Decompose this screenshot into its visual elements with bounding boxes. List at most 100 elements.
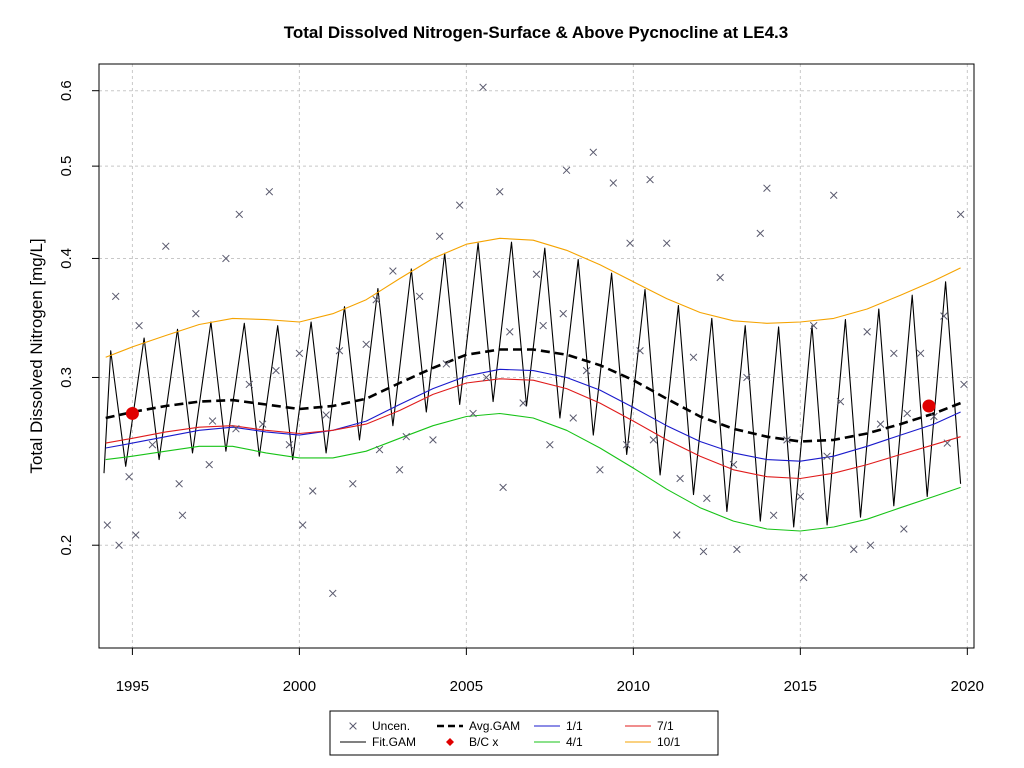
uncen-point bbox=[729, 460, 738, 469]
uncen-point bbox=[111, 292, 120, 301]
gridlines bbox=[99, 64, 974, 648]
legend-entry-fit: Fit.GAM bbox=[340, 735, 416, 749]
uncen-point bbox=[609, 179, 618, 187]
bc-point bbox=[125, 406, 139, 420]
uncen-point bbox=[646, 175, 654, 184]
x-tick-label: 2020 bbox=[951, 678, 984, 695]
uncen-point bbox=[829, 191, 838, 200]
legend-symbol bbox=[349, 722, 357, 730]
uncen-point bbox=[943, 439, 952, 447]
legend-label: 1/1 bbox=[566, 719, 583, 733]
uncen-point bbox=[699, 547, 708, 556]
bc-point bbox=[922, 399, 936, 413]
legend-symbol bbox=[446, 738, 454, 746]
uncen-point bbox=[402, 432, 411, 441]
uncen-point bbox=[192, 309, 200, 318]
uncen-point bbox=[375, 445, 384, 454]
x-tick-label: 2015 bbox=[784, 678, 817, 695]
uncen-point bbox=[703, 494, 711, 503]
uncen-point bbox=[258, 420, 267, 428]
uncen-point bbox=[435, 232, 444, 241]
uncen-point bbox=[539, 321, 547, 330]
legend-entry-avg: Avg.GAM bbox=[437, 719, 520, 733]
uncen-point bbox=[930, 412, 938, 421]
plot-frame bbox=[98, 63, 975, 649]
uncen-point bbox=[582, 366, 591, 375]
uncen-point bbox=[208, 417, 217, 425]
uncen-point bbox=[546, 440, 554, 449]
uncen-point bbox=[178, 511, 187, 520]
y-axis: 0.2 0.3 0.4 0.5 0.6 bbox=[58, 80, 99, 556]
uncen-point bbox=[455, 201, 464, 209]
uncen-point bbox=[372, 295, 380, 304]
uncen-point bbox=[442, 360, 451, 368]
uncen-point bbox=[506, 328, 514, 336]
uncen-point bbox=[756, 229, 765, 238]
y-tick-label: 0.6 bbox=[58, 80, 75, 101]
uncen-point bbox=[496, 187, 504, 196]
chart-title: Total Dissolved Nitrogen-Surface & Above… bbox=[284, 23, 788, 42]
uncen-point bbox=[636, 347, 644, 355]
uncen-point bbox=[836, 397, 845, 406]
uncen-point bbox=[235, 210, 244, 219]
x-tick-label: 1995 bbox=[116, 678, 149, 695]
uncen-point bbox=[716, 273, 724, 282]
uncen-point bbox=[298, 521, 307, 529]
uncen-point bbox=[559, 309, 567, 318]
legend-label: B/C x bbox=[469, 735, 498, 749]
legend-entry-p10: 10/1 bbox=[625, 735, 681, 749]
legend: Uncen. Avg.GAM 1/1 7/1 Fit.GAM B/C x 4/1 10/1 bbox=[329, 710, 719, 756]
uncen-point bbox=[769, 511, 778, 520]
uncen-point bbox=[676, 474, 684, 483]
uncen-point bbox=[349, 480, 357, 488]
uncen-point bbox=[763, 184, 771, 192]
uncen-point bbox=[329, 589, 337, 598]
uncen-point bbox=[866, 541, 875, 549]
series-line-p1 bbox=[105, 368, 961, 462]
legend-box bbox=[329, 710, 719, 756]
uncen-point bbox=[900, 525, 908, 533]
uncen-point bbox=[245, 380, 254, 389]
legend-label: 7/1 bbox=[657, 719, 674, 733]
x-tick-label: 2005 bbox=[450, 678, 483, 695]
uncen-point bbox=[890, 349, 898, 358]
legend-entry-bc: B/C x bbox=[446, 735, 498, 749]
uncen-point bbox=[135, 321, 143, 330]
uncen-point bbox=[115, 541, 123, 549]
uncen-point bbox=[689, 353, 698, 362]
uncen-point bbox=[469, 409, 477, 418]
uncen-point bbox=[569, 414, 577, 422]
legend-label: Fit.GAM bbox=[372, 735, 416, 749]
legend-entry-p1: 1/1 bbox=[534, 719, 583, 733]
series-line-p10 bbox=[105, 237, 961, 358]
uncen-point bbox=[596, 466, 604, 474]
uncen-point bbox=[395, 466, 404, 474]
uncen-point bbox=[673, 531, 681, 539]
uncen-point bbox=[222, 254, 230, 263]
uncen-point bbox=[850, 545, 858, 554]
uncen-point bbox=[335, 347, 344, 355]
uncen-point bbox=[125, 472, 133, 481]
uncen-point bbox=[148, 440, 157, 449]
uncen-point bbox=[562, 166, 571, 175]
uncen-point bbox=[389, 267, 397, 275]
y-axis-label: Total Dissolved Nitrogen [mg/L] bbox=[27, 238, 46, 473]
uncen-point bbox=[479, 83, 487, 92]
uncen-point bbox=[956, 210, 965, 219]
uncen-point bbox=[662, 239, 671, 247]
y-tick-label: 0.2 bbox=[58, 535, 75, 556]
uncen-point bbox=[916, 349, 925, 358]
legend-entry-p4: 4/1 bbox=[534, 735, 583, 749]
series-line-p7 bbox=[105, 378, 961, 480]
uncen-point bbox=[649, 436, 658, 444]
series-line-p4 bbox=[105, 412, 961, 532]
uncen-point bbox=[783, 436, 791, 444]
uncen-point bbox=[232, 425, 240, 433]
uncen-point bbox=[499, 483, 507, 492]
uncen-point bbox=[589, 148, 598, 157]
uncen-point bbox=[799, 573, 808, 582]
uncen-point bbox=[903, 409, 911, 418]
uncen-point bbox=[876, 420, 885, 428]
